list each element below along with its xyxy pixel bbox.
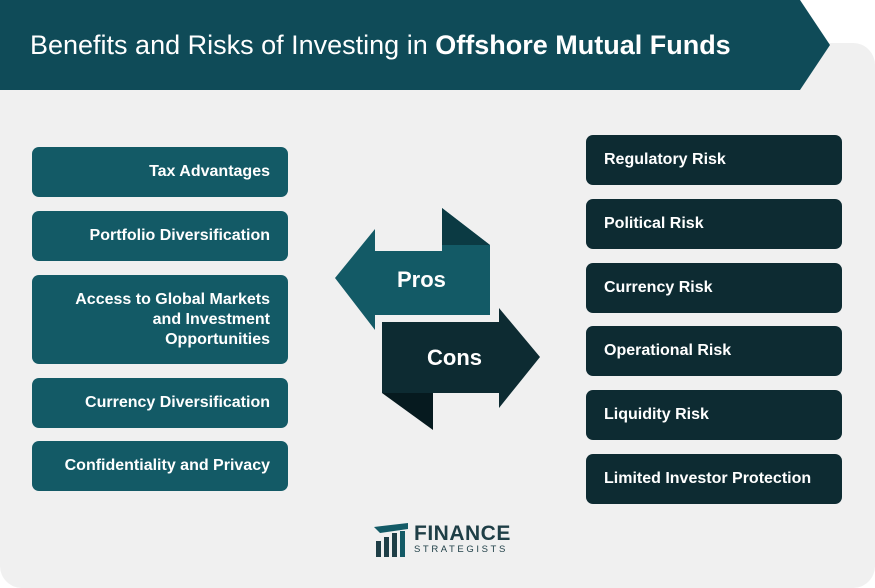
logo-text-strategists: STRATEGISTS (414, 544, 508, 555)
pros-cons-arrows: Pros Cons (330, 205, 545, 440)
page-title: Benefits and Risks of Investing in Offsh… (30, 0, 731, 90)
con-item-label: Liquidity Risk (604, 406, 709, 423)
con-item-label: Currency Risk (604, 279, 713, 296)
con-item-label: Operational Risk (604, 342, 732, 359)
pro-item-label: Confidentiality and Privacy (64, 457, 270, 474)
title-prefix: Benefits and Risks of Investing in (30, 30, 436, 60)
pro-item-currency-diversification: Currency Diversification (32, 378, 288, 428)
con-item-operational-risk: Operational Risk (586, 326, 842, 376)
con-item-political-risk: Political Risk (586, 199, 842, 249)
pro-item-global-markets: Access to Global Markets and Investment … (32, 275, 288, 364)
header-banner-shape (0, 0, 830, 90)
pro-item-label: Access to Global Markets and Investment … (75, 290, 270, 348)
title-bold: Offshore Mutual Funds (435, 30, 731, 60)
con-item-label: Regulatory Risk (604, 151, 726, 168)
pro-item-label: Currency Diversification (85, 394, 270, 411)
cons-arrow-shape (382, 308, 540, 408)
arrows-graphic (335, 208, 540, 430)
pro-item-confidentiality: Confidentiality and Privacy (32, 441, 288, 491)
con-item-limited-investor-protection: Limited Investor Protection (586, 454, 842, 504)
logo-text-finance: FINANCE (414, 522, 511, 545)
finance-strategists-logo: FINANCE STRATEGISTS (372, 521, 512, 559)
pro-item-label: Portfolio Diversification (89, 227, 270, 244)
pro-item-portfolio-diversification: Portfolio Diversification (32, 211, 288, 261)
con-item-label: Political Risk (604, 215, 704, 232)
pro-item-tax-advantages: Tax Advantages (32, 147, 288, 197)
con-item-label: Limited Investor Protection (604, 470, 812, 487)
pros-label: Pros (397, 267, 446, 292)
con-item-regulatory-risk: Regulatory Risk (586, 135, 842, 185)
cons-label: Cons (427, 345, 482, 370)
con-item-currency-risk: Currency Risk (586, 263, 842, 313)
header-banner: Benefits and Risks of Investing in Offsh… (0, 0, 875, 90)
con-item-liquidity-risk: Liquidity Risk (586, 390, 842, 440)
logo-icon (374, 523, 408, 557)
pros-arrow-fold (442, 208, 490, 245)
pro-item-label: Tax Advantages (149, 163, 270, 180)
cons-arrow-fold (382, 393, 433, 430)
